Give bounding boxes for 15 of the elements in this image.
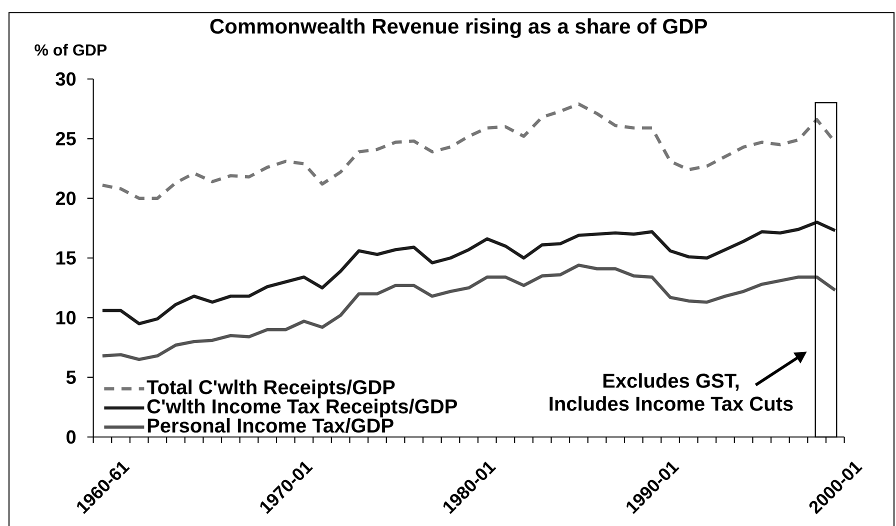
legend-label: C'wlth Income Tax Receipts/GDP <box>147 398 458 418</box>
y-tick-label: 15 <box>56 251 76 265</box>
legend-label: Personal Income Tax/GDP <box>148 418 394 433</box>
y-tick-label: 30 <box>56 72 76 86</box>
y-tick-label: 5 <box>66 370 76 384</box>
annotation: Excludes GST, <box>603 373 739 391</box>
y-tick-label: 10 <box>56 310 76 324</box>
annotation: Includes Income Tax Cuts <box>550 396 793 411</box>
line-series <box>100 264 837 362</box>
chart-title: Commonwealth Revenue rising as a share of GDP <box>210 18 707 38</box>
y-tick-label: 20 <box>56 192 76 206</box>
legend-label: Total C'wlth Receipts/GDP <box>146 380 395 398</box>
y-tick-label: 0 <box>66 430 76 444</box>
y-tick-label: 25 <box>56 132 76 146</box>
y-axis-title: % of GDP <box>34 44 107 56</box>
